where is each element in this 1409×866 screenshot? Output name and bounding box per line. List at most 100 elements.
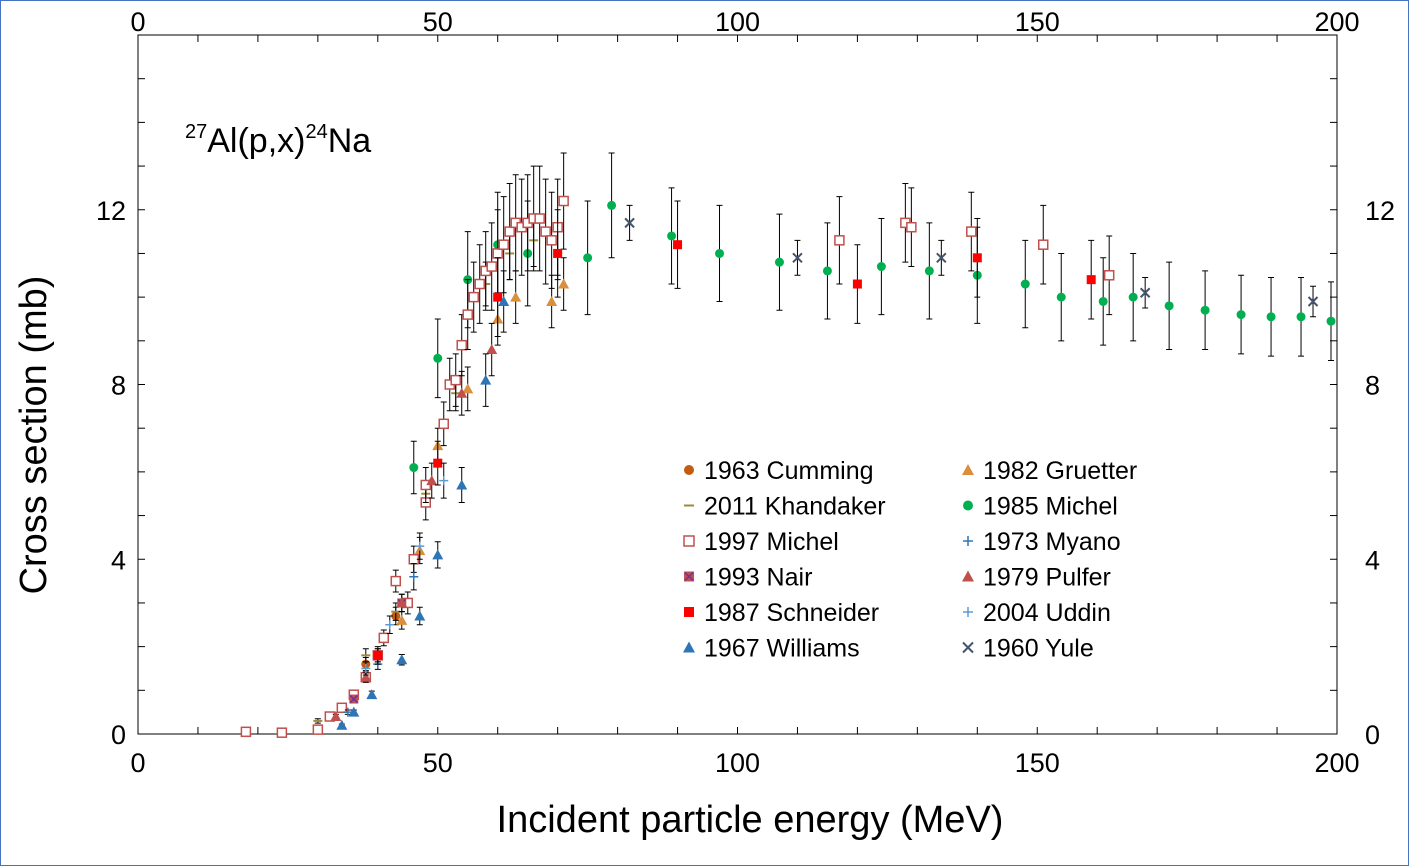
marker-circle [822,266,832,276]
marker-square-x [349,694,359,704]
marker-square-open [276,727,288,738]
data-point [546,191,557,289]
marker-circle [1164,301,1174,311]
marker-square-open [683,535,695,547]
data-point [924,222,934,320]
data-point [462,366,474,412]
annotation-base-2: Na [328,122,372,160]
marker-circle [1098,296,1108,306]
x-tick-label-top: 100 [715,7,760,37]
legend-item: 1960 Yule [962,635,1094,663]
data-point [486,222,497,311]
legend-label: 2004 Uddin [983,599,1111,627]
data-point [1103,235,1115,316]
data-point [822,222,832,320]
marker-square-x-cross [349,695,358,704]
data-point [583,200,593,316]
marker-square-open [468,291,479,303]
data-point [1164,261,1174,351]
marker-plus [361,663,371,673]
data-point [876,217,886,316]
data-point [438,401,449,447]
legend-label: 1960 Yule [983,635,1094,663]
data-point [607,152,617,259]
marker-triangle [456,387,468,398]
data-point [349,694,359,704]
marker-square-open [240,726,252,738]
data-point [276,727,288,738]
series-1979-pulfer [330,322,498,722]
data-point [553,209,563,298]
marker-circle [667,231,677,241]
data-point [1307,285,1319,318]
data-point [558,152,569,250]
data-point [936,239,947,276]
marker-circle [1326,316,1336,326]
marker-circle [963,500,973,511]
legend-item: 1997 Michel [683,528,839,556]
annotation-base-1: Al(p,x) [207,122,305,160]
marker-plus [385,620,395,630]
reaction-annotation: 27Al(p,x)24Na [185,121,371,160]
x-tick-label-bottom: 0 [130,748,145,778]
data-point [390,569,402,593]
marker-circle [1020,279,1030,289]
y-tick-label-left: 0 [111,720,126,750]
legend-item: 1985 Michel [963,493,1118,521]
data-point [330,711,342,722]
marker-triangle [432,549,444,560]
y-tick-label-right: 0 [1365,720,1380,750]
marker-circle [1128,292,1138,302]
annotation-sup-1: 27 [185,121,207,143]
data-point [240,726,252,738]
series-1987-schneider [373,200,1096,665]
data-point [510,270,522,324]
marker-plus [415,541,425,551]
marker-triangle [396,654,408,665]
marker-plus [963,607,973,617]
marker-plus [409,572,419,582]
data-point [385,615,395,635]
data-point [378,629,390,647]
y-tick-label-left: 8 [111,371,126,401]
y-tick-label-right: 12 [1365,196,1395,226]
legend-item: 1982 Gruetter [962,457,1137,485]
data-point [792,239,803,276]
marker-plus [439,476,449,486]
legend-item: 1993 Nair [684,564,812,592]
data-point [480,231,491,311]
marker-triangle [558,278,570,289]
marker-triangle [486,344,498,355]
data-point [493,257,503,337]
marker-circle [607,200,617,210]
marker-square-open [540,226,551,237]
marker-circle [1266,312,1276,322]
marker-x [624,217,635,229]
marker-square-open [450,374,461,386]
data-point [456,370,468,416]
data-point [1098,257,1108,346]
data-point [510,174,521,272]
data-point [1020,239,1030,329]
data-point [366,689,378,700]
y-axis-title: Cross section (mb) [13,276,55,595]
marker-triangle [414,610,426,621]
data-point [624,204,635,241]
marker-square-open [504,226,515,237]
data-point [474,244,485,324]
marker-square [553,248,563,258]
marker-circle [1200,305,1210,315]
marker-square [684,607,694,617]
marker-circle [715,248,725,258]
marker-square-open [834,235,845,246]
marker-square [493,292,503,302]
data-point [373,646,383,665]
data-point [498,270,510,333]
marker-square [852,279,862,289]
x-axis-title: Incident particle energy (MeV) [497,799,1004,841]
legend-label: 1973 Myano [983,528,1121,556]
x-tick-label-bottom: 150 [1015,748,1060,778]
y-tick-label-left: 12 [96,196,126,226]
series-1967-williams [336,270,510,730]
legend-label: 1982 Gruetter [983,457,1137,485]
